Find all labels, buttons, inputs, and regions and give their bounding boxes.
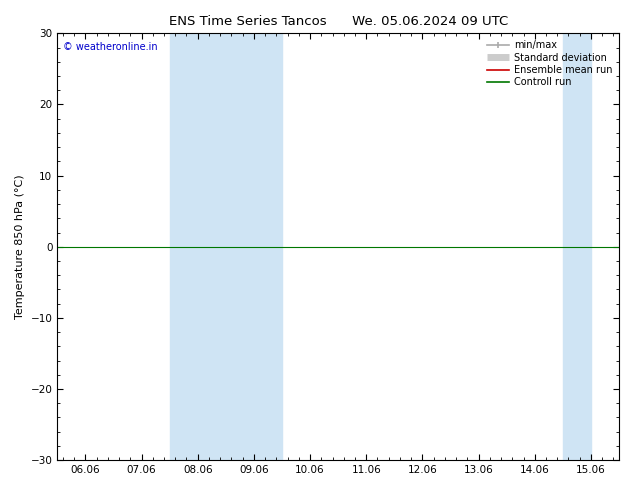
Bar	[226, 33, 282, 460]
Bar	[170, 33, 226, 460]
Bar	[563, 33, 591, 460]
Text: © weatheronline.in: © weatheronline.in	[63, 42, 157, 52]
Legend: min/max, Standard deviation, Ensemble mean run, Controll run: min/max, Standard deviation, Ensemble me…	[484, 36, 616, 91]
Y-axis label: Temperature 850 hPa (°C): Temperature 850 hPa (°C)	[15, 174, 25, 319]
Title: ENS Time Series Tancos      We. 05.06.2024 09 UTC: ENS Time Series Tancos We. 05.06.2024 09…	[169, 15, 508, 28]
